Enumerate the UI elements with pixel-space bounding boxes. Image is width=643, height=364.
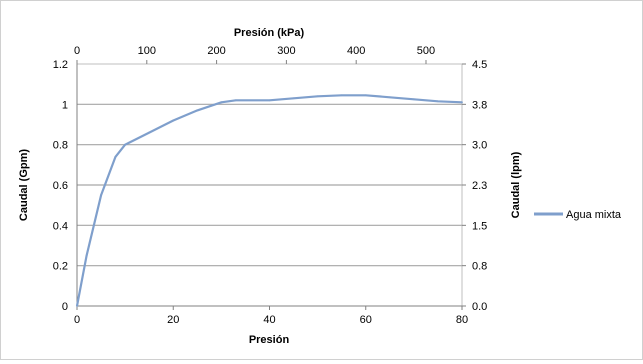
x-axis-title: Presión — [249, 334, 290, 346]
x2-tick-label-4: 400 — [347, 45, 365, 57]
x2-tick-label-2: 200 — [207, 45, 225, 57]
data-point-0-12 — [316, 95, 319, 98]
y-tick-label-6: 1.2 — [53, 59, 68, 71]
y-tick-label-5: 1 — [62, 99, 68, 111]
data-point-0-3 — [114, 155, 117, 158]
data-point-0-0 — [76, 305, 78, 307]
x-tick-label-1: 20 — [167, 314, 179, 326]
axes: 0 0.2 0.4 0.6 0.8 1 1.2 0.0 0.8 1.5 2.3 3.0 3.8 4.5 0 2… — [53, 45, 488, 326]
y2-axis-title: Caudal (lpm) — [510, 151, 522, 218]
x2-tick-label-0: 0 — [74, 45, 80, 57]
data-point-0-5 — [148, 131, 151, 134]
data-point-0-15 — [388, 96, 391, 99]
y2-tick-label-0: 0.0 — [472, 301, 487, 313]
x2-tick-label-1: 100 — [138, 45, 156, 57]
data-point-0-9 — [234, 99, 237, 102]
y2-tick-label-1: 0.8 — [472, 261, 487, 273]
y2-tick-label-4: 3.0 — [472, 140, 487, 152]
y-tick-label-1: 0.2 — [53, 261, 68, 273]
data-point-0-16 — [412, 98, 415, 101]
x-tick-label-2: 40 — [263, 314, 275, 326]
data-point-0-2 — [100, 194, 102, 196]
y-tick-label-3: 0.6 — [53, 180, 68, 192]
data-point-0-8 — [220, 101, 223, 104]
data-point-0-6 — [172, 119, 175, 122]
y2-tick-label-6: 4.5 — [472, 59, 487, 71]
data-point-0-1 — [85, 254, 88, 257]
data-point-0-10 — [268, 99, 271, 102]
y-tick-label-2: 0.4 — [53, 220, 68, 232]
y2-tick-label-5: 3.8 — [472, 99, 487, 111]
data-point-0-11 — [292, 97, 295, 100]
x-tick-label-0: 0 — [74, 314, 80, 326]
x-tick-label-3: 60 — [360, 314, 372, 326]
y2-tick-label-3: 2.3 — [472, 180, 487, 192]
data-point-0-13 — [340, 94, 343, 97]
y2-tick-label-2: 1.5 — [472, 220, 487, 232]
x2-axis-title: Presión (kPa) — [234, 27, 305, 39]
series-layer — [75, 94, 463, 307]
y-tick-label-4: 0.8 — [53, 140, 68, 152]
legend: Agua mixta — [534, 209, 622, 221]
x-tick-label-4: 80 — [456, 314, 468, 326]
data-point-0-14 — [364, 94, 367, 97]
legend-label-agua-mixta: Agua mixta — [566, 209, 622, 221]
y-tick-label-0: 0 — [62, 301, 68, 313]
data-point-0-18 — [461, 101, 463, 104]
y-axis-title: Caudal (Gpm) — [18, 149, 30, 221]
x2-tick-label-5: 500 — [417, 45, 435, 57]
data-point-0-7 — [196, 109, 199, 112]
data-point-0-17 — [437, 100, 439, 103]
grid-lines — [77, 103, 462, 267]
data-point-0-4 — [124, 143, 127, 146]
x2-tick-label-3: 300 — [277, 45, 295, 57]
